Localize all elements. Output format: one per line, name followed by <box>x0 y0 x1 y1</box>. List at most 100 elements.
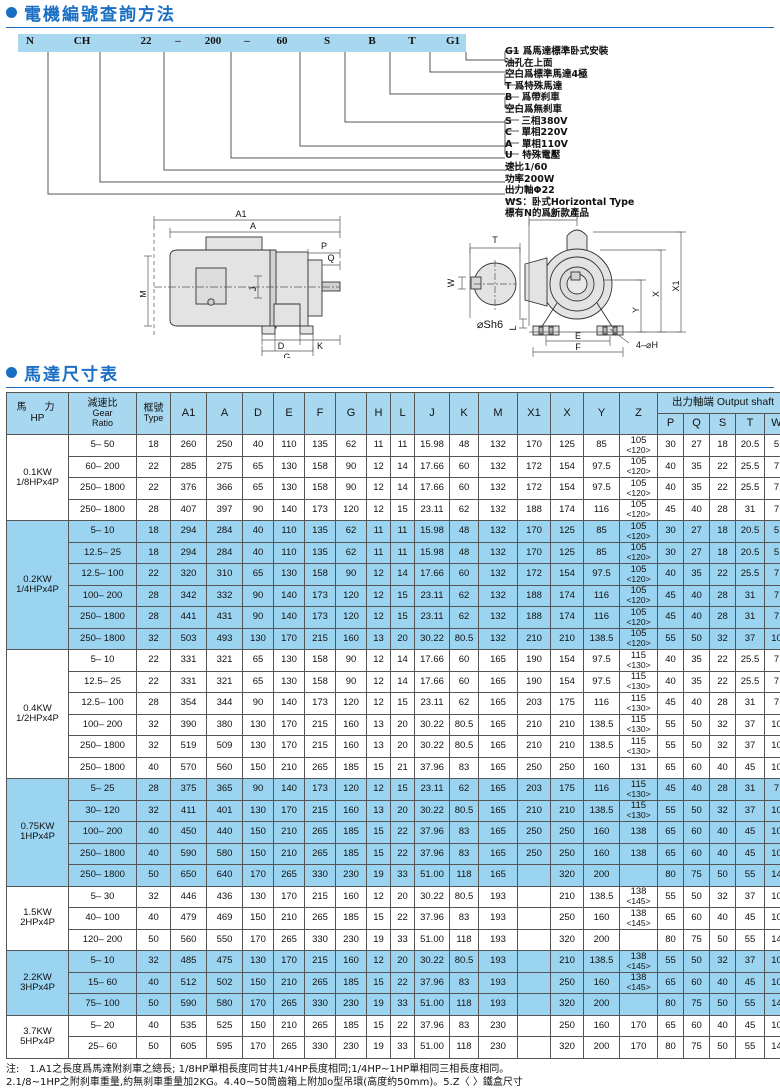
cell-dim-M: 165 <box>479 865 518 887</box>
cell-frame-type: 50 <box>137 929 171 951</box>
cell-shaft-T: 37 <box>736 714 765 736</box>
cell-dim-F: 158 <box>305 456 336 478</box>
cell-shaft-S: 32 <box>710 736 736 758</box>
cell-dim-X: 154 <box>551 650 584 672</box>
cell-dim-H: 19 <box>367 1037 391 1059</box>
cell-shaft-Q: 75 <box>684 929 710 951</box>
cell-dim-L: 15 <box>391 499 415 521</box>
cell-shaft-W: 10 <box>765 843 780 865</box>
cell-dim-X1: 210 <box>518 736 551 758</box>
cell-shaft-P: 45 <box>658 499 684 521</box>
cell-dim-D: 90 <box>243 585 274 607</box>
cell-shaft-W: 14 <box>765 1037 780 1059</box>
cell-shaft-Q: 40 <box>684 779 710 801</box>
cell-dim-Z: 105<120> <box>620 564 658 586</box>
cell-shaft-W: 14 <box>765 994 780 1016</box>
cell-dim-X: 210 <box>551 714 584 736</box>
cell-dim-L: 15 <box>391 779 415 801</box>
cell-shaft-Q: 35 <box>684 456 710 478</box>
cell-shaft-W: 5 <box>765 435 780 457</box>
cell-gear-ratio: 250– 1800 <box>69 499 137 521</box>
cell-shaft-P: 65 <box>658 972 684 994</box>
model-code-annotation: 空白爲無刹車 <box>505 104 634 116</box>
col-header-H: H <box>367 393 391 435</box>
cell-dim-G: 120 <box>336 693 367 715</box>
cell-dim-X: 154 <box>551 564 584 586</box>
dim-table-section-header: 馬達尺寸表 <box>0 360 780 385</box>
cell-frame-type: 40 <box>137 1015 171 1037</box>
model-code-annotation: WS：卧式Horizontal Type <box>505 197 634 209</box>
cell-frame-type: 50 <box>137 865 171 887</box>
cell-dim-K: 80.5 <box>450 628 479 650</box>
cell-shaft-Q: 50 <box>684 886 710 908</box>
cell-frame-type: 28 <box>137 585 171 607</box>
cell-dim-M: 193 <box>479 908 518 930</box>
cell-dim-A: 525 <box>207 1015 243 1037</box>
cell-dim-A: 332 <box>207 585 243 607</box>
cell-dim-J: 17.66 <box>415 478 450 500</box>
cell-dim-Y: 116 <box>584 779 620 801</box>
cell-gear-ratio: 250– 1800 <box>69 478 137 500</box>
cell-shaft-P: 45 <box>658 779 684 801</box>
cell-dim-G: 120 <box>336 585 367 607</box>
cell-dim-E: 140 <box>274 585 305 607</box>
cell-shaft-S: 28 <box>710 499 736 521</box>
cell-dim-F: 215 <box>305 736 336 758</box>
cell-dim-F: 158 <box>305 671 336 693</box>
cell-dim-D: 65 <box>243 650 274 672</box>
cell-dim-M: 230 <box>479 1037 518 1059</box>
cell-dim-X: 210 <box>551 736 584 758</box>
cell-shaft-S: 28 <box>710 693 736 715</box>
cell-dim-F: 330 <box>305 929 336 951</box>
cell-dim-L: 15 <box>391 693 415 715</box>
cell-dim-Y: 200 <box>584 1037 620 1059</box>
cell-shaft-S: 32 <box>710 800 736 822</box>
cell-dim-D: 40 <box>243 521 274 543</box>
cell-dim-X1 <box>518 886 551 908</box>
cell-gear-ratio: 250– 1800 <box>69 843 137 865</box>
model-code-annotation: 速比1/60 <box>505 162 634 174</box>
cell-dim-E: 130 <box>274 456 305 478</box>
cell-dim-K: 60 <box>450 478 479 500</box>
cell-dim-E: 130 <box>274 650 305 672</box>
cell-shaft-Q: 50 <box>684 628 710 650</box>
cell-shaft-P: 40 <box>658 650 684 672</box>
cell-frame-type: 40 <box>137 822 171 844</box>
cell-shaft-P: 30 <box>658 542 684 564</box>
cell-dim-F: 158 <box>305 478 336 500</box>
cell-dim-Y: 97.5 <box>584 564 620 586</box>
cell-shaft-Q: 40 <box>684 693 710 715</box>
cell-shaft-S: 40 <box>710 822 736 844</box>
cell-shaft-T: 37 <box>736 886 765 908</box>
cell-shaft-P: 80 <box>658 1037 684 1059</box>
cell-dim-E: 210 <box>274 822 305 844</box>
cell-shaft-W: 7 <box>765 693 780 715</box>
cell-shaft-T: 25.5 <box>736 456 765 478</box>
cell-dim-D: 130 <box>243 951 274 973</box>
cell-shaft-S: 22 <box>710 564 736 586</box>
cell-gear-ratio: 12.5– 25 <box>69 542 137 564</box>
cell-dim-A: 560 <box>207 757 243 779</box>
cell-dim-J: 17.66 <box>415 564 450 586</box>
cell-shaft-Q: 75 <box>684 994 710 1016</box>
cell-shaft-Q: 50 <box>684 800 710 822</box>
cell-dim-A1: 485 <box>171 951 207 973</box>
cell-dim-A: 401 <box>207 800 243 822</box>
model-code-annotation: C 單相220V <box>505 127 634 139</box>
cell-dim-X: 210 <box>551 951 584 973</box>
cell-shaft-T: 37 <box>736 628 765 650</box>
cell-dim-F: 330 <box>305 994 336 1016</box>
cell-shaft-W: 7 <box>765 650 780 672</box>
